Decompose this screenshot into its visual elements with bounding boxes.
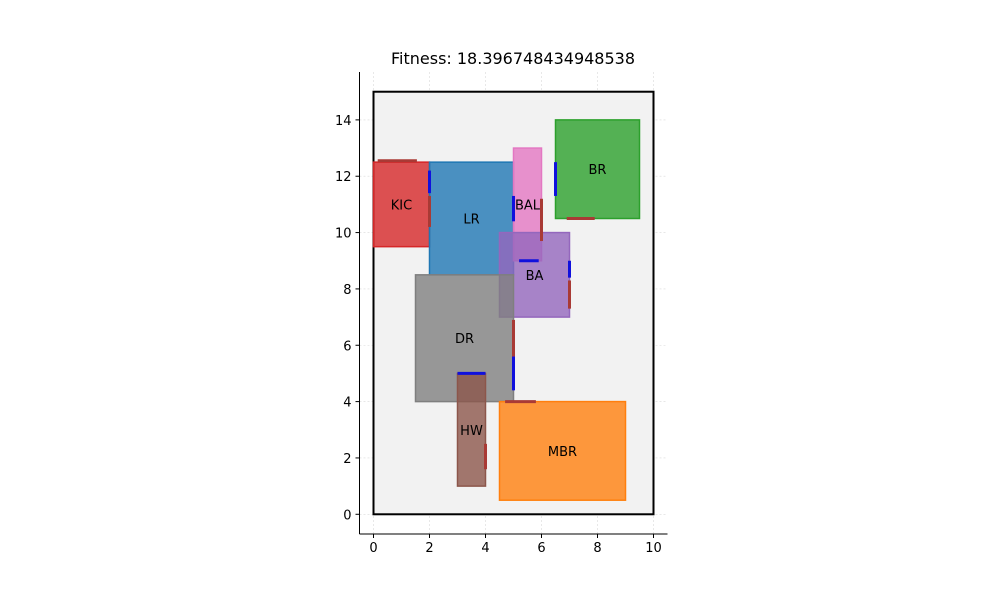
y-tick-label: 10 bbox=[335, 227, 352, 242]
y-tick-label: 2 bbox=[343, 452, 351, 467]
y-tick-label: 0 bbox=[343, 508, 351, 523]
x-tick-label: 0 bbox=[369, 541, 377, 556]
x-tick-label: 10 bbox=[645, 541, 662, 556]
room-br bbox=[554, 119, 641, 220]
y-tick-label: 6 bbox=[343, 339, 351, 354]
room-label-dr: DR bbox=[455, 332, 474, 347]
y-tick-label: 4 bbox=[343, 396, 351, 411]
room-mbr bbox=[498, 400, 627, 501]
boundary-outline bbox=[372, 90, 655, 516]
y-tick-label: 8 bbox=[343, 283, 351, 298]
room-label-br: BR bbox=[589, 163, 607, 178]
room-label-kic: KIC bbox=[391, 198, 412, 213]
x-tick-label: 2 bbox=[425, 541, 433, 556]
room-label-ba: BA bbox=[526, 269, 544, 284]
x-tick-label: 8 bbox=[593, 541, 601, 556]
door-markers bbox=[377, 159, 595, 470]
room-label-hw: HW bbox=[460, 424, 483, 439]
room-label-bal: BAL bbox=[515, 198, 541, 213]
axes: 0 2 4 6 8 10 0 2 4 6 8 10 12 14 bbox=[335, 72, 668, 556]
room-label-mbr: MBR bbox=[548, 445, 577, 460]
chart-title: Fitness: 18.396748434948538 bbox=[391, 49, 635, 68]
y-tick-label: 12 bbox=[335, 170, 352, 185]
y-tick-label: 14 bbox=[335, 114, 352, 129]
room-labels: KIC LR BAL BR BA DR HW MBR bbox=[391, 163, 607, 460]
room-hw bbox=[456, 372, 487, 487]
x-tick-label: 4 bbox=[481, 541, 489, 556]
room-label-lr: LR bbox=[463, 212, 479, 227]
x-tick-label: 6 bbox=[537, 541, 545, 556]
